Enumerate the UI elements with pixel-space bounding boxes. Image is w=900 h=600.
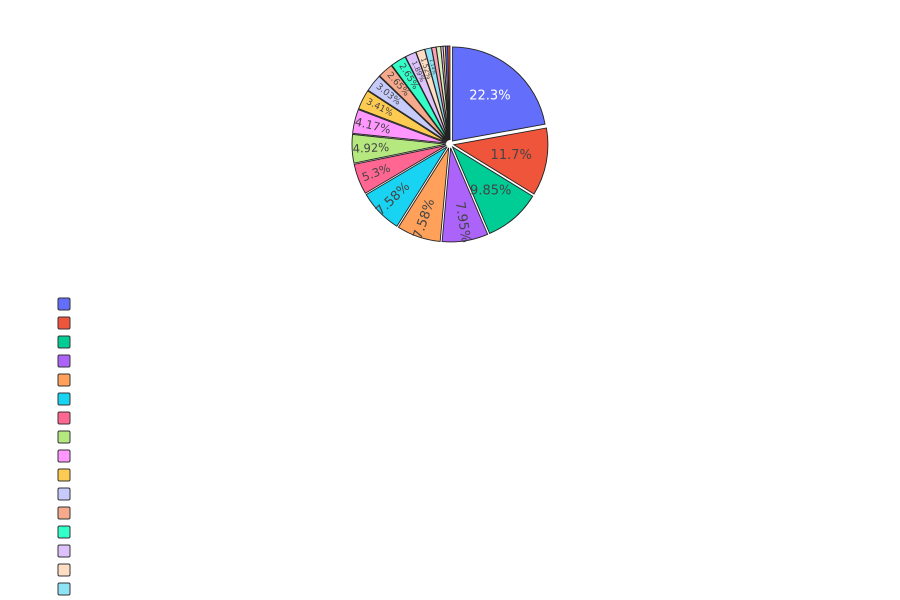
pie-slice[interactable] [379,64,448,142]
pie-slice[interactable] [365,146,448,227]
legend-swatch[interactable] [57,335,71,349]
pie-slice[interactable] [391,56,449,141]
legend-item[interactable] [57,487,71,501]
legend-swatch[interactable] [57,316,71,330]
legend-item[interactable] [57,563,71,577]
legend-item[interactable] [57,582,71,596]
legend-swatch[interactable] [57,373,71,387]
legend-swatch[interactable] [57,449,71,463]
pie-slice-label: 9.85% [470,184,511,199]
legend [57,297,71,596]
legend-swatch[interactable] [57,582,71,596]
pie-slice[interactable] [452,46,546,142]
legend-item[interactable] [57,373,71,387]
legend-item[interactable] [57,411,71,425]
pie-slice[interactable] [367,75,448,142]
legend-item[interactable] [57,354,71,368]
pie-slice[interactable] [352,108,447,144]
legend-item[interactable] [57,297,71,311]
pie-slices [351,45,549,243]
legend-swatch[interactable] [57,354,71,368]
pie-slice[interactable] [451,145,534,235]
legend-item[interactable] [57,544,71,558]
pie-slice-label: 22.3% [469,89,510,104]
pie-slice[interactable] [441,147,489,243]
pie-slice[interactable] [447,45,451,141]
pie-slice[interactable] [397,147,450,242]
pie-slice-label: 1.14% [428,58,437,75]
legend-item[interactable] [57,430,71,444]
legend-swatch[interactable] [57,563,71,577]
legend-swatch[interactable] [57,487,71,501]
legend-item[interactable] [57,468,71,482]
legend-swatch[interactable] [57,392,71,406]
legend-swatch[interactable] [57,544,71,558]
legend-swatch[interactable] [57,297,71,311]
legend-item[interactable] [57,392,71,406]
pie-slice[interactable] [358,90,447,143]
legend-item[interactable] [57,316,71,330]
legend-item[interactable] [57,506,71,520]
legend-swatch[interactable] [57,525,71,539]
pie-slice-label: 11.7% [491,148,532,163]
legend-swatch[interactable] [57,411,71,425]
pie-slice[interactable] [351,133,447,164]
pie-slice-label: 7.95% [452,201,473,244]
legend-swatch[interactable] [57,468,71,482]
legend-swatch[interactable] [57,506,71,520]
legend-swatch[interactable] [57,430,71,444]
pie-slice[interactable] [353,144,447,194]
pie-slice-label: 4.92% [352,140,389,156]
legend-item[interactable] [57,525,71,539]
pie-slice[interactable] [452,127,549,195]
legend-item[interactable] [57,335,71,349]
legend-item[interactable] [57,449,71,463]
